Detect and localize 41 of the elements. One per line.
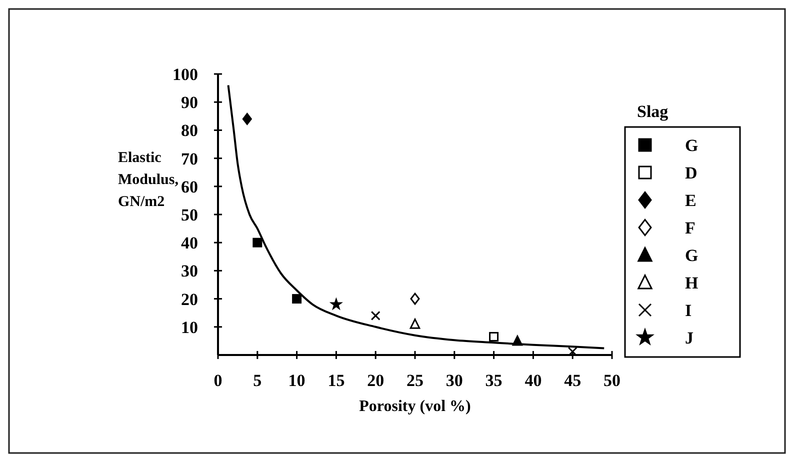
y-tick-label: 10 [181, 318, 198, 337]
point [370, 310, 380, 320]
point [410, 292, 420, 305]
x-tick-label: 30 [446, 371, 463, 390]
y-tick-label: 30 [181, 262, 198, 281]
y-tick-label: 90 [181, 93, 198, 112]
x-tick-label: 5 [253, 371, 262, 390]
y-tick-label: 70 [181, 149, 198, 168]
legend-label: D [685, 163, 698, 182]
y-axis-title: Elastic Modulus, GN/m2 [118, 150, 179, 210]
y-tick-label: 80 [181, 121, 198, 140]
legend-title: Slag [637, 102, 669, 121]
y-tick-label: 100 [172, 64, 198, 84]
x-tick-label: 25 [406, 371, 424, 390]
legend-label: F [685, 218, 696, 238]
x-tick-label: 35 [485, 371, 502, 390]
legend-label: G [685, 246, 698, 265]
point [489, 332, 499, 342]
y-tick-label: 40 [181, 234, 198, 253]
x-tick-label: 10 [288, 371, 306, 390]
point [242, 113, 252, 125]
y-tick-label: 20 [181, 290, 198, 309]
x-tick-label: 20 [367, 371, 384, 390]
point [252, 238, 262, 248]
x-tick-label: 15 [328, 371, 345, 390]
point [292, 294, 302, 304]
x-tick-label: 40 [524, 371, 542, 390]
x-axis-title: Porosity (vol %) [359, 398, 471, 415]
legend-label: H [685, 273, 698, 292]
legend-label: J [685, 328, 694, 348]
legend-label: E [685, 190, 696, 210]
legend-label: G [685, 136, 698, 155]
x-tick-label: 50 [604, 371, 620, 390]
point [568, 346, 578, 356]
x-tick-label: 0 [214, 371, 222, 390]
point [330, 298, 342, 310]
point [410, 318, 420, 329]
legend-label: I [685, 300, 692, 320]
x-tick-label: 45 [564, 371, 582, 390]
y-tick-label: 50 [181, 205, 198, 224]
y-tick-label: 60 [181, 177, 198, 196]
